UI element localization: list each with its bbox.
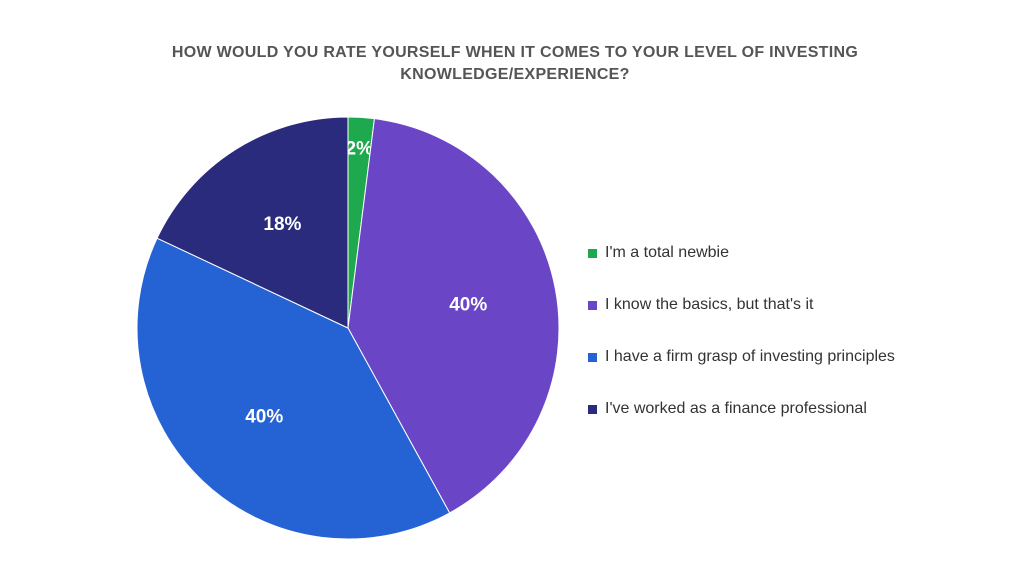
chart-title-line-2: KNOWLEDGE/EXPERIENCE? <box>400 66 630 83</box>
legend-swatch-newbie <box>588 248 597 258</box>
legend-swatch-firm-grasp <box>588 352 597 362</box>
legend-item-firm-grasp: I have a firm grasp of investing princip… <box>588 344 895 370</box>
legend-label-basics: I know the basics, but that's it <box>605 296 814 313</box>
legend-swatch-professional <box>588 404 597 414</box>
legend: I'm a total newbie I know the basics, bu… <box>588 240 895 448</box>
legend-label-newbie: I'm a total newbie <box>605 244 730 261</box>
legend-item-basics: I know the basics, but that's it <box>588 292 895 318</box>
chart-title-line-1: HOW WOULD YOU RATE YOURSELF WHEN IT COME… <box>171 44 859 61</box>
pie-label-firm-grasp: 40% <box>245 407 283 428</box>
pie-slice-professional <box>156 116 349 329</box>
chart-title: HOW WOULD YOU RATE YOURSELF WHEN IT COME… <box>150 42 880 86</box>
pie-slice-firm-grasp <box>136 237 451 540</box>
legend-label-firm-grasp: I have a firm grasp of investing princip… <box>605 348 895 365</box>
legend-item-newbie: I'm a total newbie <box>588 240 895 266</box>
legend-label-professional: I've worked as a finance professional <box>605 400 867 417</box>
pie-label-professional: 18% <box>263 214 301 235</box>
pie-label-basics: 40% <box>449 295 487 316</box>
pie-slice-basics <box>347 118 560 514</box>
legend-item-professional: I've worked as a finance professional <box>588 396 895 422</box>
legend-swatch-basics <box>588 300 597 310</box>
pie-label-newbie: 2% <box>346 139 374 160</box>
